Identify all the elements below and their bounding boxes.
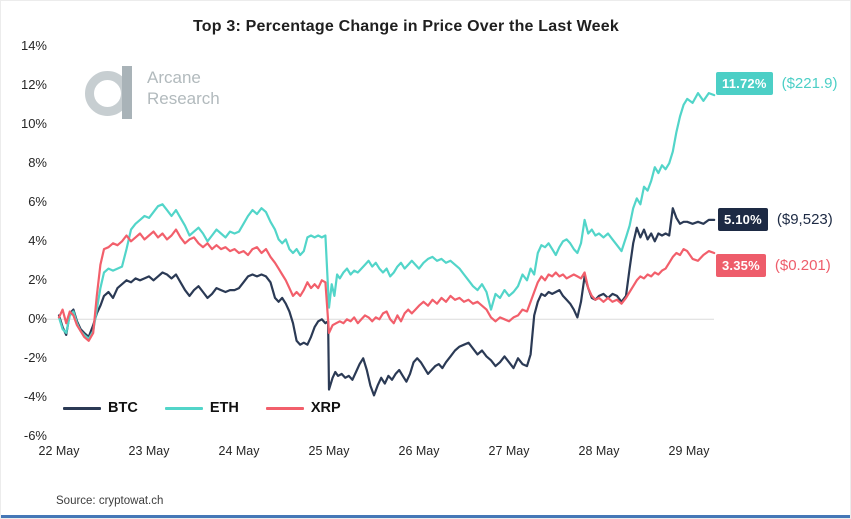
y-tick-label: -6% [23,428,47,444]
xrp-line [57,228,716,342]
btc-annotation: 5.10% ($9,523) [718,208,833,231]
x-tick-label: 23 May [128,444,170,458]
y-tick-label: 12% [20,77,47,93]
eth-legend-swatch [164,406,203,410]
logo-text-line2: Research [147,89,220,108]
logo-text: Arcane Research [147,67,220,109]
btc-price-label: ($9,523) [776,211,833,228]
btc-legend-swatch [63,406,101,410]
btc-pct-badge: 5.10% [718,208,768,231]
x-tick-label: 28 May [578,444,620,458]
y-tick-label: 14% [20,38,47,54]
legend: BTC ETH XRP [63,400,368,416]
y-tick-label: -4% [23,389,47,405]
xrp-price-label: ($0.201) [774,257,831,274]
y-tick-label: 8% [28,155,47,171]
xrp-legend-label: XRP [310,400,341,416]
btc-legend-label: BTC [108,400,138,416]
legend-item-btc: BTC [63,400,138,416]
xrp-annotation: 3.35% ($0.201) [716,254,831,277]
btc-line [57,207,716,397]
x-tick-label: 29 May [668,444,710,458]
x-tick-label: 27 May [488,444,530,458]
x-tick-label: 26 May [398,444,440,458]
y-tick-label: 0% [28,311,47,327]
chart-title: Top 3: Percentage Change in Price Over t… [193,18,619,35]
eth-annotation: 11.72% ($221.9) [716,72,837,95]
xrp-legend-swatch [265,406,304,410]
y-tick-label: 4% [28,233,47,249]
y-tick-label: -2% [23,350,47,366]
x-tick-label: 22 May [38,444,80,458]
logo-text-line1: Arcane [147,68,201,87]
arcane-research-logo: Arcane Research [84,64,274,120]
eth-legend-label: ETH [209,400,239,416]
legend-item-eth: ETH [164,400,239,416]
bottom-blue-divider [1,515,850,518]
xrp-pct-badge: 3.35% [716,254,766,277]
eth-pct-badge: 11.72% [716,72,773,95]
source-attribution: Source: cryptowat.ch [56,495,164,507]
x-tick-label: 25 May [308,444,350,458]
y-tick-label: 2% [28,272,47,288]
x-tick-label: 24 May [218,444,260,458]
eth-line [57,91,716,340]
logo-bar-icon [122,66,132,119]
y-tick-label: 6% [28,194,47,210]
eth-price-label: ($221.9) [781,75,838,92]
legend-item-xrp: XRP [265,400,341,416]
y-tick-label: 10% [20,116,47,132]
